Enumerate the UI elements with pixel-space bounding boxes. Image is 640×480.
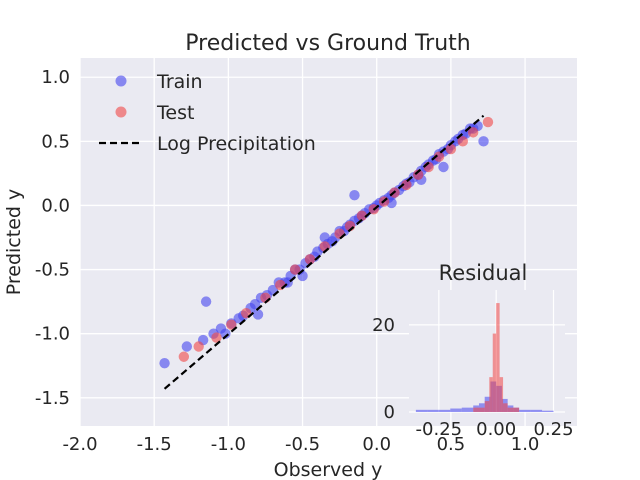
scatter-point-train [220,328,231,339]
scatter-point-test [457,136,468,147]
scatter-point-test [433,151,445,162]
histogram-bar-train [530,409,543,412]
inset-x-tick-labels: -0.25 0.00 0.25 [416,419,574,440]
x-tick-labels: -2.0 -1.5 -1.0 -0.5 0.0 0.5 1.0 [62,434,539,455]
histogram-bar-train [461,407,474,412]
scatter-point-test [304,254,316,265]
scatter-point-test [319,241,330,252]
histogram-bar-test [473,407,485,412]
legend-marker-test [115,106,127,118]
inset-x-tick-label: 0.00 [476,419,516,440]
histogram-bar-test [484,401,490,412]
scatter-point-train [200,296,212,307]
scatter-point-train [252,309,264,320]
y-tick-label: -1.0 [35,324,70,345]
scatter-point-train [319,232,330,243]
histogram-bar-test [499,377,504,412]
scatter-point-train [349,189,360,201]
scatter-point-test [193,341,204,352]
scatter-point-test [334,228,345,239]
inset-y-tick-label: 20 [372,315,395,336]
x-tick-label: 0.5 [437,434,466,455]
scatter-point-train [438,161,449,173]
legend: Train Test Log Precipitation [99,71,316,155]
y-tick-label: 0.5 [41,131,70,152]
y-tick-label: -0.5 [35,260,70,281]
inset-plot-area-background [409,290,565,412]
inset-x-tick-label: 0.25 [533,419,573,440]
y-tick-labels: -1.5 -1.0 -0.5 0.0 0.5 1.0 [35,67,70,409]
scatter-point-test [467,127,479,138]
x-tick-label: -0.5 [285,434,320,455]
scatter-point-test [275,279,286,291]
histogram-bar-train [519,409,531,412]
inset-title: Residual [439,261,528,285]
y-axis-label: Predicted y [3,189,25,295]
y-tick-label: 1.0 [41,67,70,88]
legend-label-line: Log Precipitation [157,133,316,155]
scatter-point-test [211,332,222,343]
histogram-bar-train [450,408,462,412]
inset-residual-plot: -0.25 0.00 0.25 0 20 Residual [372,261,573,440]
legend-marker-train [115,75,127,87]
x-tick-label: -1.5 [137,434,172,455]
histogram-bar-train [542,410,554,412]
main-plot: -2.0 -1.5 -1.0 -0.5 0.0 0.5 1.0 -1.5 -1.0 -0.5 0.… [3,31,577,480]
legend-label-train: Train [156,71,203,93]
legend-label-test: Test [156,102,194,124]
histogram-bar-train [438,409,451,412]
histogram-bar-train [427,409,439,412]
x-tick-label: -1.0 [211,434,246,455]
x-tick-label: -2.0 [62,434,97,455]
histogram-bar-test [492,333,497,412]
scatter-point-train [181,341,193,352]
scatter-point-test [289,264,301,275]
chart-title: Predicted vs Ground Truth [185,31,470,56]
main-fit-line [163,114,485,390]
scatter-point-train [478,136,489,147]
scatter-point-test [178,351,190,362]
fit-line [163,114,485,390]
scatter-point-test [401,179,412,191]
y-tick-label: -1.5 [35,388,70,409]
histogram-bar-test [496,303,500,412]
histogram-bar-test [507,407,520,412]
scatter-point-test [413,169,424,180]
x-tick-label: 0.0 [362,434,391,455]
x-axis-label: Observed y [274,459,383,480]
y-tick-label: 0.0 [41,195,70,216]
histogram-bar-train [415,409,428,412]
scatter-point-test [356,210,368,221]
inset-y-tick-labels: 0 20 [372,315,395,423]
histogram-bar-test [489,377,493,412]
scatter-point-test [445,143,457,155]
scatter-point-test [226,319,237,330]
main-scatter-points [159,116,494,369]
inset-x-tick-label: -0.25 [416,419,463,440]
scatter-point-test [482,116,494,128]
histogram-bar-test [503,403,508,412]
inset-y-tick-label: 0 [384,402,395,423]
inset-bars-test [473,303,520,412]
scatter-point-train [159,357,170,369]
x-tick-label: 1.0 [511,434,540,455]
